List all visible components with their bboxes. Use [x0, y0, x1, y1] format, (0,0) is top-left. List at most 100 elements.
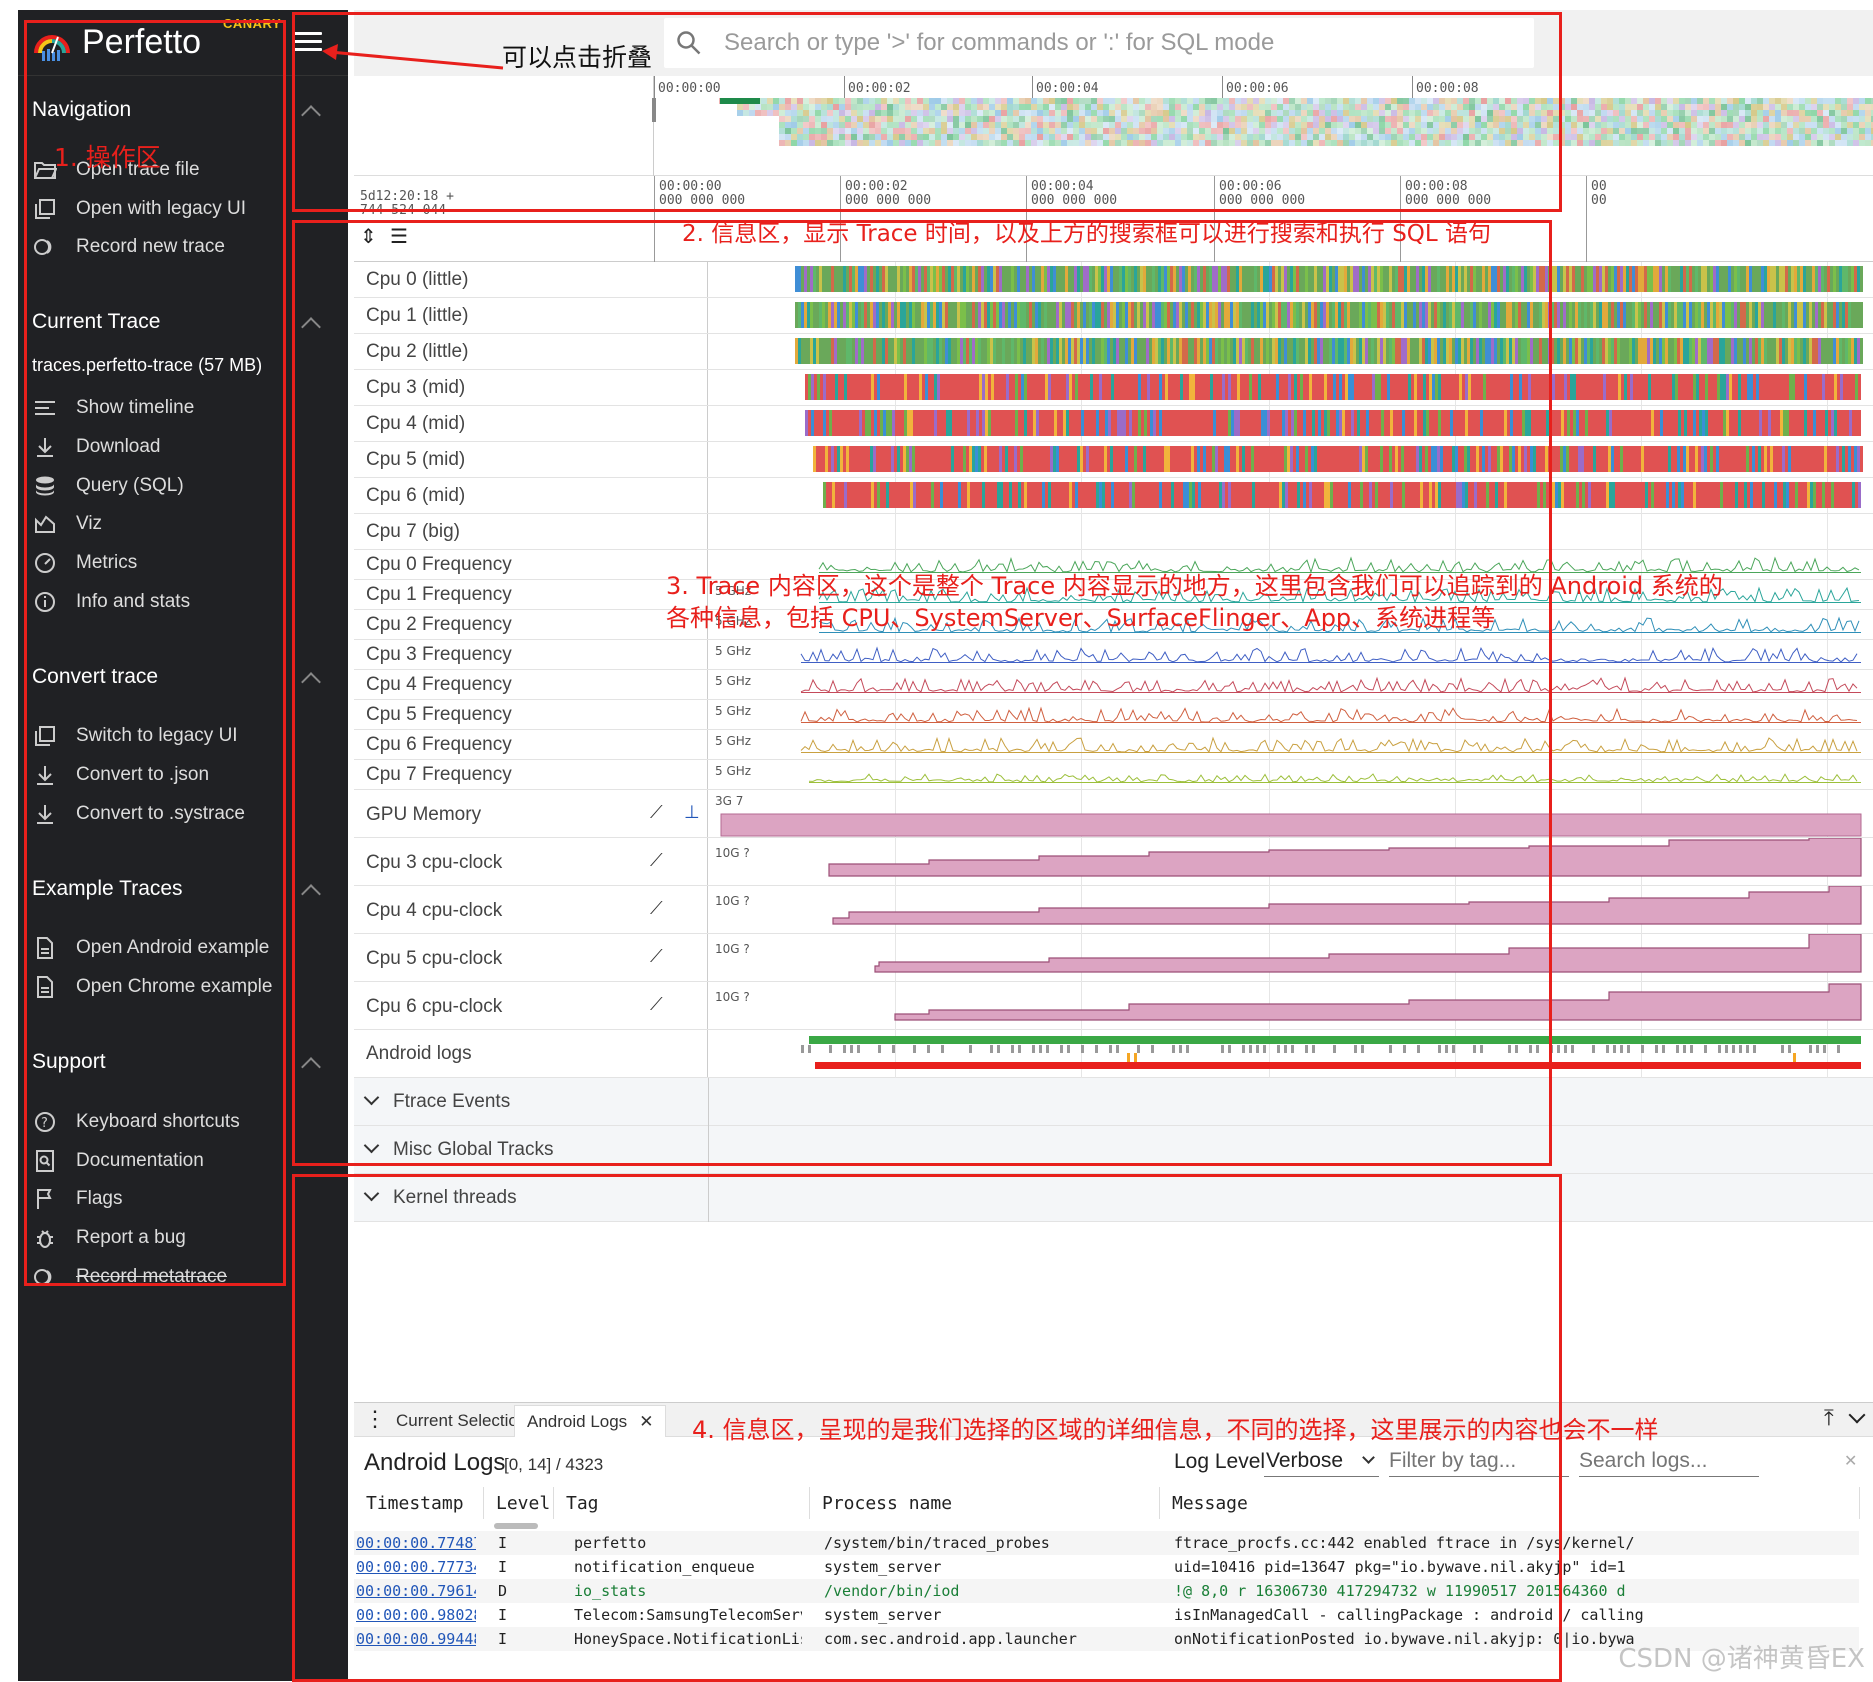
- sidebar-item-record-metatrace[interactable]: Record metatrace: [32, 1262, 227, 1292]
- track-content[interactable]: [709, 478, 1873, 514]
- track-content[interactable]: [709, 406, 1873, 442]
- chart-line-icon[interactable]: ⟋: [650, 946, 663, 966]
- close-tab-icon[interactable]: ✕: [639, 1411, 654, 1431]
- hamburger-menu-icon[interactable]: [294, 32, 322, 54]
- track-content[interactable]: [709, 370, 1873, 406]
- sidebar-item-keyboard-shortcuts[interactable]: ? Keyboard shortcuts: [32, 1107, 240, 1137]
- track-group-header[interactable]: Misc Global Tracks: [363, 1137, 553, 1161]
- track-shell[interactable]: GPU Memory ⟋ ⊥: [354, 790, 708, 837]
- track[interactable]: Cpu 3 cpu-clock ⟋ 10G ?: [354, 837, 1873, 886]
- track[interactable]: Cpu 2 (little): [354, 334, 1873, 370]
- sidebar-item-android-example[interactable]: Open Android example: [32, 933, 269, 963]
- track-shell[interactable]: Cpu 6 cpu-clock ⟋: [354, 982, 708, 1029]
- sidebar-item-viz[interactable]: Viz: [32, 509, 102, 539]
- sidebar-item-query-sql[interactable]: Query (SQL): [32, 471, 184, 501]
- column-header[interactable]: Process name: [810, 1487, 1160, 1519]
- sidebar-item-switch-legacy[interactable]: Switch to legacy UI: [32, 721, 238, 751]
- track[interactable]: Cpu 6 cpu-clock ⟋ 10G ?: [354, 982, 1873, 1030]
- track[interactable]: Cpu 1 Frequency 5 GHz: [354, 580, 1873, 610]
- filter-tag-input[interactable]: [1389, 1445, 1569, 1477]
- track[interactable]: Cpu 6 (mid): [354, 478, 1873, 514]
- sidebar-item-open-legacy[interactable]: Open with legacy UI: [32, 194, 246, 224]
- track-shell[interactable]: Cpu 6 Frequency: [354, 730, 708, 759]
- maximize-panel-icon[interactable]: ⤒: [1824, 1405, 1834, 1430]
- track[interactable]: Cpu 0 Frequency: [354, 550, 1873, 580]
- track-group[interactable]: Ftrace Events: [354, 1078, 1873, 1126]
- track[interactable]: Cpu 4 Frequency 5 GHz: [354, 670, 1873, 700]
- track-group-header[interactable]: Ftrace Events: [363, 1089, 510, 1113]
- track-shell[interactable]: Cpu 3 cpu-clock ⟋: [354, 838, 708, 885]
- track-content[interactable]: [709, 262, 1873, 298]
- more-vert-icon[interactable]: ⋮: [364, 1406, 386, 1431]
- chart-line-icon[interactable]: ⟋: [650, 898, 663, 918]
- track-content[interactable]: 5 GHz: [709, 640, 1873, 670]
- track[interactable]: Cpu 3 (mid): [354, 370, 1873, 406]
- track-shell[interactable]: Cpu 1 Frequency: [354, 580, 708, 609]
- track-content[interactable]: 10G ?: [709, 885, 1873, 934]
- track[interactable]: Cpu 4 cpu-clock ⟋ 10G ?: [354, 885, 1873, 934]
- chart-line-icon[interactable]: ⟋: [650, 994, 663, 1014]
- search-logs-input[interactable]: [1579, 1445, 1759, 1477]
- column-header[interactable]: Level: [484, 1487, 554, 1519]
- track-content[interactable]: 3G 7: [709, 790, 1873, 838]
- track-shell[interactable]: Cpu 4 (mid): [354, 406, 708, 441]
- chart-line-icon[interactable]: ⟋: [650, 850, 663, 870]
- track-shell[interactable]: Cpu 0 Frequency: [354, 550, 708, 579]
- track[interactable]: Cpu 6 Frequency 5 GHz: [354, 730, 1873, 760]
- sidebar-item-open-trace[interactable]: Open trace file: [32, 155, 200, 185]
- track-content[interactable]: [709, 442, 1873, 478]
- track[interactable]: Cpu 5 Frequency 5 GHz: [354, 700, 1873, 730]
- sidebar-item-info-stats[interactable]: Info and stats: [32, 587, 190, 617]
- track[interactable]: Cpu 3 Frequency 5 GHz: [354, 640, 1873, 670]
- track[interactable]: Cpu 5 cpu-clock ⟋ 10G ?: [354, 933, 1873, 982]
- track-shell[interactable]: Cpu 2 Frequency: [354, 610, 708, 639]
- sidebar-item-show-timeline[interactable]: Show timeline: [32, 393, 194, 423]
- track-content[interactable]: [709, 514, 1873, 550]
- track-shell[interactable]: Cpu 0 (little): [354, 262, 708, 297]
- track-content[interactable]: [709, 550, 1873, 580]
- track[interactable]: Cpu 7 (big): [354, 514, 1873, 550]
- track-shell[interactable]: Cpu 6 (mid): [354, 478, 708, 513]
- track[interactable]: Cpu 1 (little): [354, 298, 1873, 334]
- track-content[interactable]: 5 GHz: [709, 580, 1873, 610]
- sidebar-item-flags[interactable]: Flags: [32, 1184, 122, 1214]
- tab-current-selection[interactable]: Current Selection: [396, 1411, 528, 1430]
- column-resize-handle[interactable]: [494, 1523, 538, 1529]
- log-level-select[interactable]: Verbose: [1264, 1445, 1379, 1477]
- sidebar-item-convert-json[interactable]: Convert to .json: [32, 760, 209, 790]
- sidebar-item-report-bug[interactable]: Report a bug: [32, 1223, 186, 1253]
- pin-icon[interactable]: ⊥: [684, 802, 700, 822]
- table-row[interactable]: 00:00:00.99448 I HoneySpace.NotificationLi…: [354, 1627, 1859, 1651]
- filter-lines-icon[interactable]: ☰: [390, 226, 408, 248]
- track-shell[interactable]: Cpu 2 (little): [354, 334, 708, 369]
- search-input[interactable]: [724, 29, 1484, 57]
- track-shell[interactable]: Cpu 5 Frequency: [354, 700, 708, 729]
- sidebar-item-record-trace[interactable]: Record new trace: [32, 232, 225, 262]
- track-content[interactable]: 10G ?: [709, 933, 1873, 982]
- track[interactable]: Android logs: [354, 1030, 1873, 1078]
- track[interactable]: Cpu 0 (little): [354, 262, 1873, 298]
- track-shell[interactable]: Cpu 5 cpu-clock ⟋: [354, 934, 708, 981]
- track-content[interactable]: 10G ?: [709, 837, 1873, 886]
- track-shell[interactable]: Cpu 3 (mid): [354, 370, 708, 405]
- track[interactable]: Cpu 5 (mid): [354, 442, 1873, 478]
- track-content[interactable]: 5 GHz: [709, 730, 1873, 760]
- column-header[interactable]: Message: [1160, 1487, 1860, 1519]
- track[interactable]: Cpu 4 (mid): [354, 406, 1873, 442]
- track-group-header[interactable]: Kernel threads: [363, 1185, 517, 1209]
- chart-line-icon[interactable]: ⟋: [650, 802, 663, 822]
- track-content[interactable]: [709, 1030, 1873, 1078]
- omnibox[interactable]: [664, 18, 1534, 68]
- track-shell[interactable]: Cpu 3 Frequency: [354, 640, 708, 669]
- track-shell[interactable]: Cpu 4 Frequency: [354, 670, 708, 699]
- track[interactable]: Cpu 2 Frequency 5 GHz: [354, 610, 1873, 640]
- timestamp-link[interactable]: 00:00:00.77734: [356, 1558, 476, 1576]
- timestamp-link[interactable]: 00:00:00.99448: [356, 1630, 476, 1648]
- track-content[interactable]: 5 GHz: [709, 700, 1873, 730]
- track-content[interactable]: [709, 298, 1873, 334]
- tab-android-logs[interactable]: Android Logs ✕: [514, 1405, 667, 1437]
- track-content[interactable]: 5 GHz: [709, 610, 1873, 640]
